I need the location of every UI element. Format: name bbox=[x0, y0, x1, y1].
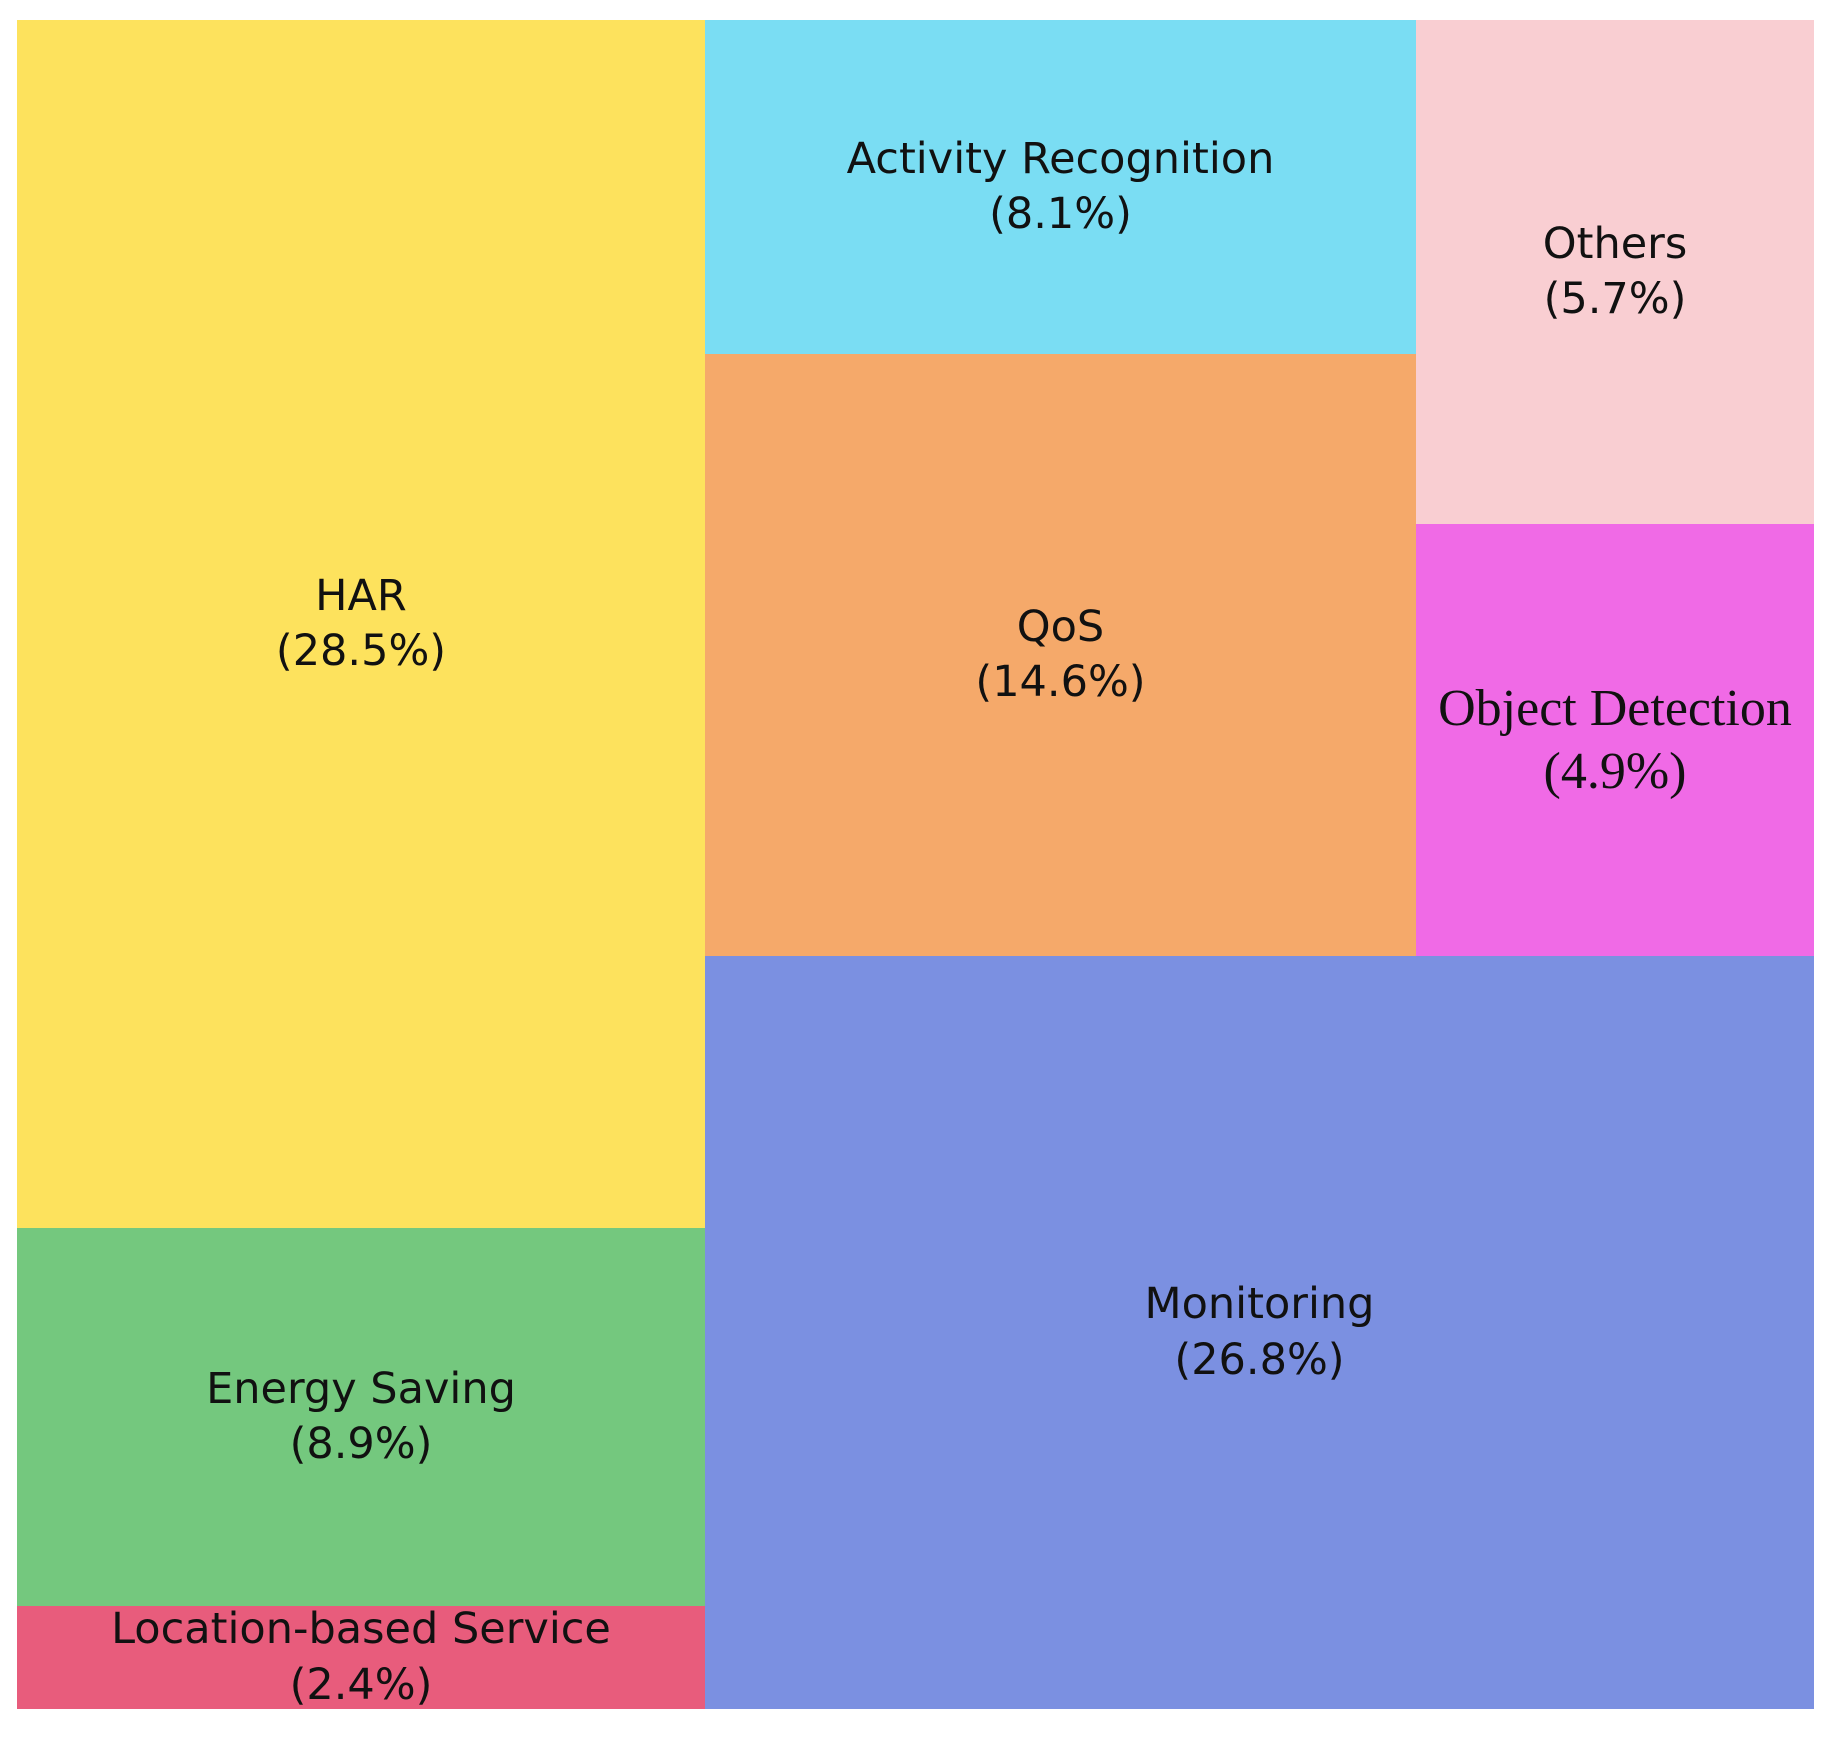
treemap-tile-object-detection: Object Detection (4.9%) bbox=[1416, 524, 1814, 956]
tile-percentage: (8.9%) bbox=[289, 1419, 433, 1469]
tile-label: Activity Recognition bbox=[846, 133, 1275, 184]
tile-percentage: (2.4%) bbox=[289, 1659, 433, 1710]
tile-label: QoS bbox=[1016, 601, 1105, 652]
treemap-tile-qos: QoS (14.6%) bbox=[705, 354, 1416, 956]
tile-percentage: (28.5%) bbox=[275, 626, 447, 676]
tile-percentage: (5.7%) bbox=[1543, 274, 1687, 324]
treemap-tile-activity-recognition: Activity Recognition (8.1%) bbox=[705, 20, 1416, 354]
tile-label: Object Detection bbox=[1438, 679, 1792, 737]
tile-label: Monitoring bbox=[1144, 1279, 1375, 1330]
tile-label: Others bbox=[1542, 218, 1688, 269]
treemap-tile-location-based-service: Location-based Service (2.4%) bbox=[17, 1604, 705, 1710]
tile-percentage: (26.8%) bbox=[1174, 1334, 1345, 1385]
tile-label: HAR bbox=[315, 570, 407, 621]
treemap-tile-monitoring: Monitoring (26.8%) bbox=[705, 956, 1814, 1709]
tile-label: Energy Saving bbox=[206, 1363, 516, 1414]
treemap-tile-har: HAR (28.5%) bbox=[17, 20, 705, 1228]
tile-percentage: (4.9%) bbox=[1543, 743, 1687, 800]
tile-percentage: (8.1%) bbox=[989, 189, 1132, 239]
tile-percentage: (14.6%) bbox=[975, 657, 1146, 707]
tile-label: Location-based Service bbox=[111, 1604, 611, 1655]
treemap-tile-others: Others (5.7%) bbox=[1416, 20, 1814, 524]
treemap-tile-energy-saving: Energy Saving (8.9%) bbox=[17, 1228, 705, 1606]
